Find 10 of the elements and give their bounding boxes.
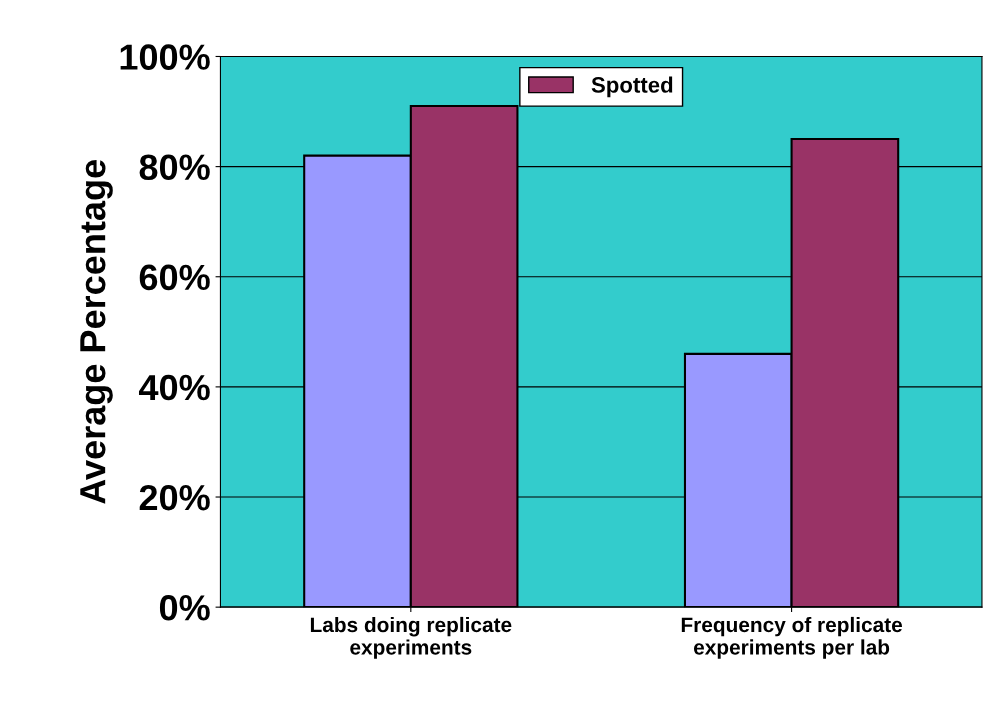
- x-tick-label: Frequency of replicate experiments per lab: [681, 616, 903, 659]
- y-tick-label: 20%: [139, 484, 210, 511]
- y-tick-label: 40%: [138, 374, 210, 401]
- legend-label: Spotted: [591, 76, 673, 98]
- y-tick-label: 60%: [139, 264, 210, 291]
- y-axis-title: Average Percentage: [80, 160, 113, 504]
- x-tick-label: Labs doing replicate experiments: [310, 616, 512, 659]
- y-tick-label: 0%: [159, 595, 210, 621]
- y-tick-label: 80%: [139, 154, 210, 181]
- y-tick-label: 100%: [120, 44, 210, 70]
